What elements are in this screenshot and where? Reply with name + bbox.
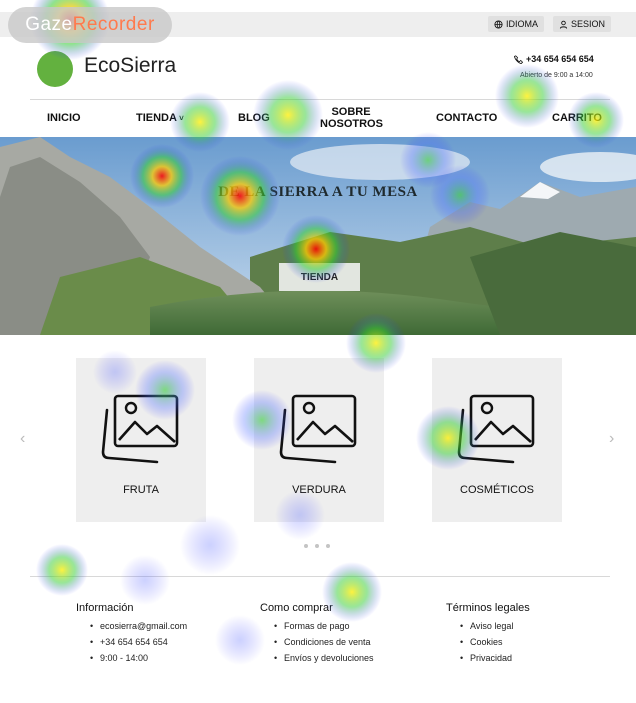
carousel-prev-arrow[interactable]: ‹ (20, 430, 26, 447)
category-card-verdura[interactable]: VERDURA (254, 358, 384, 522)
footer-col-como-comprar: Como comprar Formas de pago Condiciones … (260, 602, 374, 669)
phone-icon (514, 54, 523, 64)
hero-shop-button[interactable]: TIENDA (279, 263, 360, 291)
footer-col-title: Como comprar (260, 602, 333, 614)
gazerecorder-watermark: Gaze Recorder (8, 7, 172, 43)
hero-banner: DE LA SIERRA A TU MESA TIENDA (0, 137, 636, 335)
nav-item-inicio[interactable]: INICIO (47, 112, 81, 124)
footer-col-title: Información (76, 602, 134, 614)
image-placeholder-icon (101, 394, 179, 464)
nav-item-contacto[interactable]: CONTACTO (436, 112, 498, 124)
footer-hours: 9:00 - 14:00 (76, 653, 187, 663)
footer-link-legal[interactable]: Aviso legal (446, 621, 530, 631)
pager-dot[interactable] (304, 544, 308, 548)
category-card-cosmeticos[interactable]: COSMÉTICOS (432, 358, 562, 522)
footer-link-cookies[interactable]: Cookies (446, 637, 530, 647)
pager-dot[interactable] (315, 544, 319, 548)
watermark-text-part1: Gaze (25, 14, 73, 35)
footer-link-shipping[interactable]: Envíos y devoluciones (260, 653, 374, 663)
category-label: FRUTA (123, 484, 159, 496)
image-placeholder-icon (279, 394, 357, 464)
footer-divider (30, 576, 610, 577)
footer-link-payment[interactable]: Formas de pago (260, 621, 374, 631)
pager-dot[interactable] (326, 544, 330, 548)
image-placeholder-icon (457, 394, 535, 464)
nav-item-carrito[interactable]: CARRITO (552, 112, 602, 124)
category-card-fruta[interactable]: FRUTA (76, 358, 206, 522)
footer-col-terminos: Términos legales Aviso legal Cookies Pri… (446, 602, 530, 669)
nav-item-sobre-line1: SOBRE (331, 106, 371, 118)
nav-item-blog[interactable]: BLOG (238, 112, 270, 124)
brand-name[interactable]: EcoSierra (84, 54, 177, 77)
nav-item-sobre-nosotros[interactable]: SOBRE NOSOTROS (320, 106, 383, 130)
footer-link-email[interactable]: ecosierra@gmail.com (76, 621, 187, 631)
carousel-next-arrow[interactable]: › (609, 430, 615, 447)
nav-item-tienda[interactable]: TIENDA ˅ (136, 112, 184, 125)
watermark-text-part2: Recorder (72, 14, 155, 35)
globe-icon (494, 19, 503, 29)
hero-title: DE LA SIERRA A TU MESA (218, 184, 418, 200)
nav-item-tienda-label: TIENDA (136, 112, 177, 124)
user-icon (559, 20, 568, 29)
phone-contact[interactable]: +34 654 654 654 (514, 54, 594, 64)
hero-mountain-image (0, 137, 636, 335)
footer-link-privacy[interactable]: Privacidad (446, 653, 530, 663)
nav-item-sobre-line2: NOSOTROS (320, 118, 383, 130)
footer-col-title: Términos legales (446, 602, 530, 614)
nav-divider (30, 99, 610, 100)
footer-link-sales-terms[interactable]: Condiciones de venta (260, 637, 374, 647)
logo[interactable] (37, 51, 73, 87)
session-button[interactable]: SESION (553, 16, 612, 32)
session-label: SESION (571, 19, 606, 29)
language-label: IDIOMA (506, 19, 539, 29)
category-label: VERDURA (292, 484, 346, 496)
footer-link-phone[interactable]: +34 654 654 654 (76, 637, 187, 647)
footer-col-informacion: Información ecosierra@gmail.com +34 654 … (76, 602, 187, 669)
opening-hours: Abierto de 9:00 a 14:00 (520, 72, 593, 79)
language-button[interactable]: IDIOMA (488, 16, 545, 32)
carousel-pager (304, 544, 330, 548)
category-label: COSMÉTICOS (460, 484, 534, 496)
chevron-down-icon: ˅ (176, 114, 184, 123)
phone-number: +34 654 654 654 (526, 54, 594, 64)
